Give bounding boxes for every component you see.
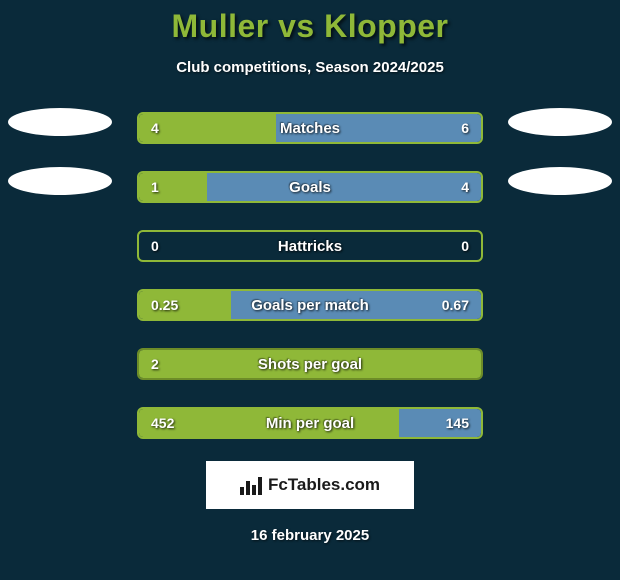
bar-chart-icon [240, 475, 264, 495]
page-title: Muller vs Klopper [0, 8, 620, 45]
stats-rows: 46Matches 14Goals 0 0Hattricks 0.250.67Goals… [0, 112, 620, 439]
stat-bar: 46Matches [137, 112, 483, 144]
player-marker-right [508, 167, 612, 195]
stat-fill-right [276, 114, 481, 142]
subtitle: Club competitions, Season 2024/2025 [0, 59, 620, 76]
stat-fill-right [231, 291, 481, 319]
player-marker-right [508, 108, 612, 136]
player-marker-left [8, 108, 112, 136]
brand-badge: FcTables.com [206, 461, 414, 509]
stat-fill-left [139, 173, 207, 201]
stat-fill-left [139, 350, 481, 378]
stat-value-left: 0 [151, 238, 159, 254]
stat-bar: 0.250.67Goals per match [137, 289, 483, 321]
player-marker-left [8, 167, 112, 195]
stat-row: 0 0Hattricks [0, 230, 620, 262]
stat-bar: 0 0Hattricks [137, 230, 483, 262]
comparison-card: Muller vs Klopper Club competitions, Sea… [0, 0, 620, 544]
stat-fill-left [139, 291, 231, 319]
stat-fill-left [139, 114, 276, 142]
stat-bar: 14Goals [137, 171, 483, 203]
stat-label: Hattricks [139, 238, 481, 255]
date-label: 16 february 2025 [0, 527, 620, 544]
stat-row: 14Goals [0, 171, 620, 203]
stat-row: 2Shots per goal [0, 348, 620, 380]
stat-fill-right [207, 173, 481, 201]
stat-bar: 452145Min per goal [137, 407, 483, 439]
stat-value-right: 0 [461, 238, 469, 254]
stat-row: 0.250.67Goals per match [0, 289, 620, 321]
stat-row: 46Matches [0, 112, 620, 144]
stat-bar: 2Shots per goal [137, 348, 483, 380]
stat-fill-left [139, 409, 399, 437]
brand-text: FcTables.com [268, 475, 380, 495]
stat-row: 452145Min per goal [0, 407, 620, 439]
stat-fill-right [399, 409, 481, 437]
